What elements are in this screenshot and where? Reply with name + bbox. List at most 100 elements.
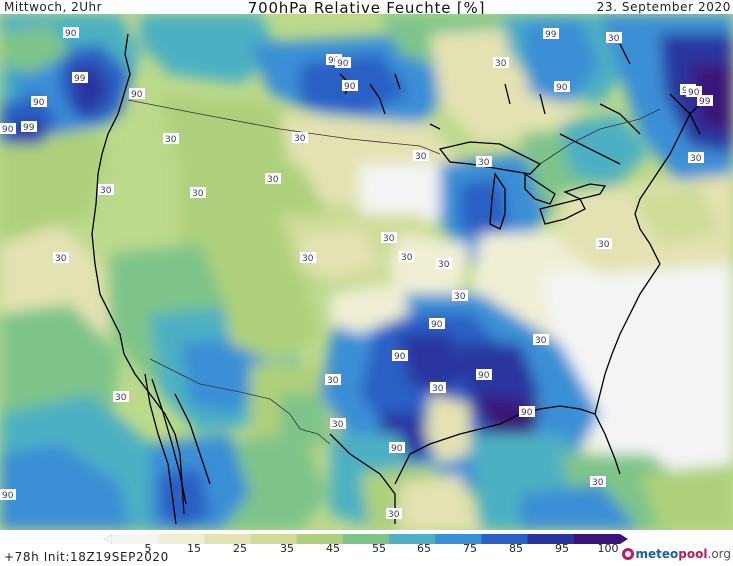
svg-text:30: 30 <box>401 253 413 263</box>
svg-text:90: 90 <box>478 371 490 381</box>
contour-label: 90 <box>429 318 445 330</box>
colorbar <box>104 534 628 544</box>
colorbar-tick: 45 <box>326 542 340 555</box>
contour-label: 30 <box>386 508 402 520</box>
contour-label: 30 <box>98 184 114 196</box>
contour-label: 90 <box>476 369 492 381</box>
contour-label: 90 <box>326 54 342 66</box>
contour-label: 30 <box>163 133 179 145</box>
contour-label: 90 <box>392 350 408 362</box>
svg-text:90: 90 <box>65 29 77 39</box>
colorbar-tick: 35 <box>280 542 294 555</box>
contour-label: 99 <box>697 95 713 107</box>
contour-label: 30 <box>300 252 316 264</box>
svg-text:30: 30 <box>454 292 466 302</box>
contour-label: 30 <box>53 252 69 264</box>
contour-label: 30 <box>113 391 129 403</box>
svg-text:90: 90 <box>556 83 568 93</box>
contour-label: 30 <box>430 382 446 394</box>
colorbar-tick: 25 <box>233 542 247 555</box>
meteopool-logo[interactable]: meteopool.org <box>621 547 731 561</box>
colorbar-cell <box>527 534 575 544</box>
svg-text:30: 30 <box>690 154 702 164</box>
contour-label: 99 <box>543 28 559 40</box>
colorbar-tick: 65 <box>417 542 431 555</box>
contour-label: 99 <box>72 72 88 84</box>
colorbar-tick: 5 <box>144 542 152 555</box>
colorbar-cell <box>481 534 529 544</box>
map-title: 700hPa Relative Feuchte [%] <box>247 0 486 17</box>
svg-text:90: 90 <box>431 320 443 330</box>
svg-text:99: 99 <box>699 97 711 107</box>
logo-icon <box>621 548 634 560</box>
colorbar-cell <box>389 534 436 544</box>
svg-text:90: 90 <box>521 408 533 418</box>
contour-label: 30 <box>381 232 397 244</box>
contour-label: 90 <box>389 442 405 454</box>
valid-date-label: 23. September 2020 <box>596 0 731 14</box>
header: Mittwoch, 2Uhr 700hPa Relative Feuchte [… <box>0 0 733 18</box>
contour-label: 30 <box>190 187 206 199</box>
contour-label: 90 <box>554 81 570 93</box>
contour-label: 30 <box>452 290 468 302</box>
contour-label: 90 <box>342 80 358 92</box>
contour-label: 30 <box>476 156 492 168</box>
contour-label: 90 <box>686 86 702 98</box>
contour-label: 30 <box>606 32 622 44</box>
contour-label: 90 <box>63 27 79 39</box>
svg-text:30: 30 <box>192 189 204 199</box>
svg-text:30: 30 <box>383 234 395 244</box>
map-canvas: 90 99 90 90 99 90 30 90 90 90 30 99 90 3… <box>0 14 733 530</box>
colorbar-cell <box>112 534 159 544</box>
init-time-label: +78h Init:18Z19SEP2020 <box>4 550 169 564</box>
colorbar-cell <box>250 534 298 544</box>
contour-label: 30 <box>596 238 612 250</box>
svg-text:90: 90 <box>328 56 340 66</box>
contour-label: 30 <box>330 418 346 430</box>
colorbar-cell <box>204 534 252 544</box>
colorbar-cell <box>342 534 390 544</box>
svg-text:30: 30 <box>267 175 279 185</box>
colorbar-cell <box>435 534 482 544</box>
svg-text:30: 30 <box>165 135 177 145</box>
colorbar-tick: 15 <box>187 542 201 555</box>
contour-label: 90 <box>129 88 145 100</box>
contour-label: 90 <box>0 489 16 501</box>
svg-text:90: 90 <box>337 59 349 69</box>
svg-text:99: 99 <box>74 74 86 84</box>
contour-label: 30 <box>688 152 704 164</box>
contour-label: 30 <box>436 258 452 270</box>
svg-text:90: 90 <box>33 98 45 108</box>
colorbar-tick: 75 <box>463 542 477 555</box>
svg-text:30: 30 <box>327 376 339 386</box>
contour-label: 90 <box>31 96 47 108</box>
colorbar-tick: 100 <box>597 542 619 555</box>
svg-text:30: 30 <box>608 34 620 44</box>
contour-label: 30 <box>325 374 341 386</box>
svg-text:30: 30 <box>535 336 547 346</box>
svg-text:30: 30 <box>388 510 400 520</box>
svg-text:99: 99 <box>545 30 557 40</box>
contour-label: 30 <box>399 251 415 263</box>
svg-text:30: 30 <box>495 59 507 69</box>
svg-text:30: 30 <box>478 158 490 168</box>
svg-text:90: 90 <box>131 90 143 100</box>
svg-text:30: 30 <box>598 240 610 250</box>
svg-text:90: 90 <box>394 352 406 362</box>
svg-text:30: 30 <box>115 393 127 403</box>
svg-text:30: 30 <box>332 420 344 430</box>
contour-label: 90 <box>335 57 351 69</box>
svg-text:90: 90 <box>344 82 356 92</box>
colorbar-cell <box>158 534 205 544</box>
svg-text:30: 30 <box>294 134 306 144</box>
footer: 5 15 25 35 45 55 65 75 85 95 100 +78h In… <box>0 530 733 566</box>
colorbar-ticks: 5 15 25 35 45 55 65 75 85 95 100 <box>0 536 733 555</box>
svg-text:90: 90 <box>688 88 700 98</box>
svg-text:99: 99 <box>23 123 35 133</box>
contour-label: 30 <box>265 173 281 185</box>
colorbar-tick: 55 <box>372 542 386 555</box>
contour-label: 30 <box>292 132 308 144</box>
contour-label: 99 <box>21 121 37 133</box>
colorbar-cell <box>296 534 344 544</box>
valid-day-label: Mittwoch, 2Uhr <box>4 0 103 14</box>
